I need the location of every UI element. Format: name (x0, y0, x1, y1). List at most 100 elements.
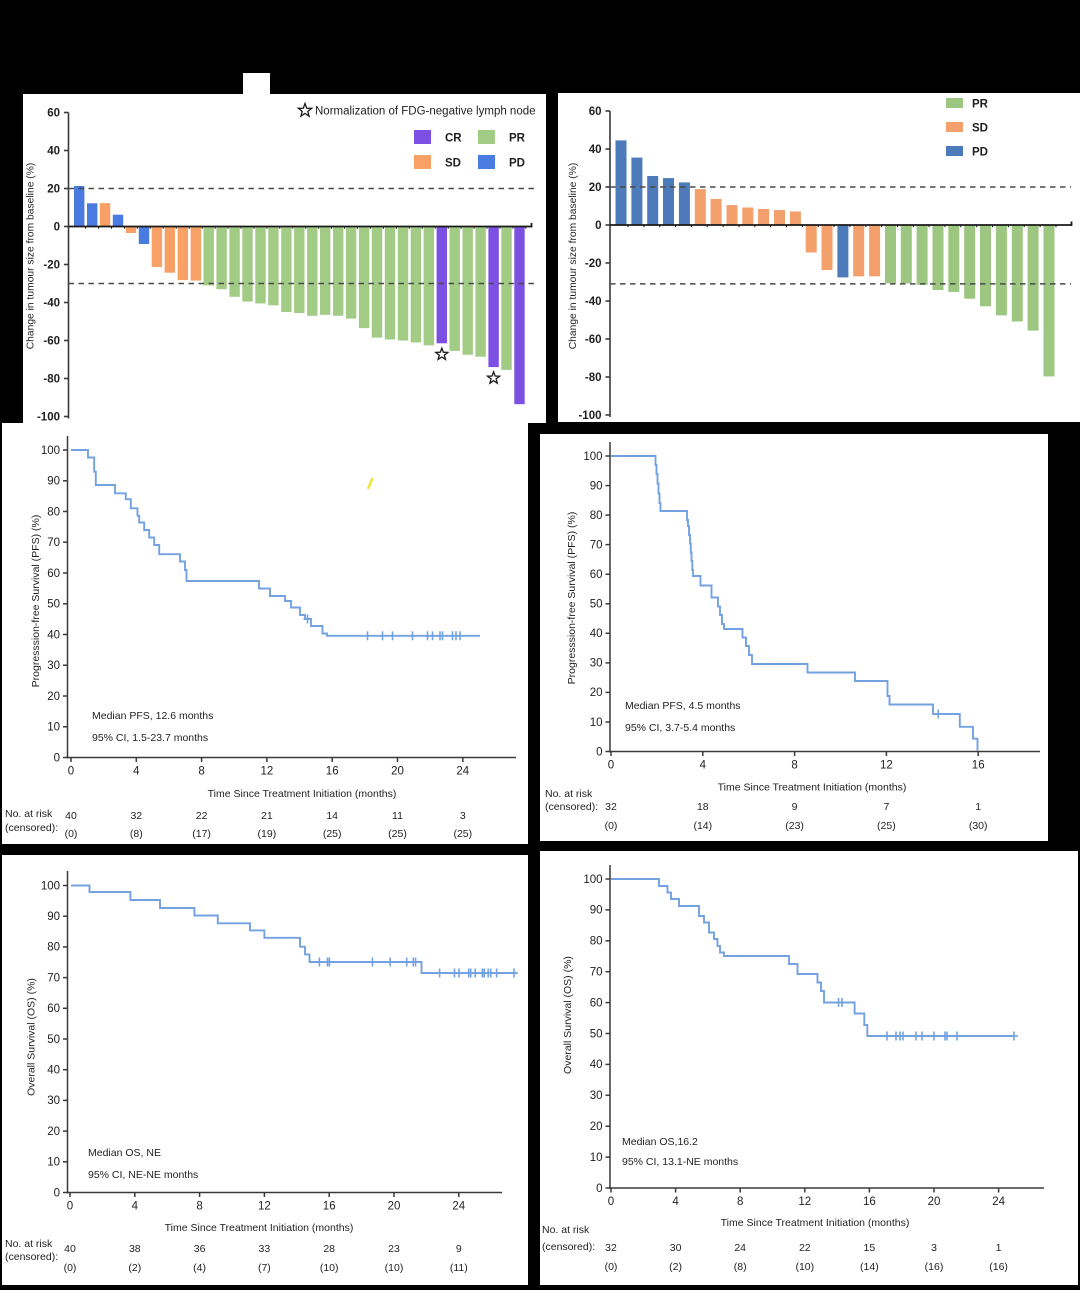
svg-text:33: 33 (259, 1243, 271, 1255)
svg-text:-20: -20 (585, 258, 602, 270)
svg-text:(16): (16) (989, 1261, 1008, 1273)
svg-text:20: 20 (47, 184, 60, 196)
svg-text:70: 70 (47, 537, 60, 549)
svg-text:12: 12 (798, 1196, 811, 1208)
svg-text:8: 8 (196, 1201, 202, 1213)
svg-text:(7): (7) (258, 1262, 271, 1274)
svg-text:22: 22 (799, 1242, 811, 1254)
svg-text:(16): (16) (925, 1261, 944, 1273)
svg-text:7: 7 (883, 801, 889, 813)
svg-text:36: 36 (194, 1243, 206, 1255)
svg-text:1: 1 (996, 1242, 1002, 1254)
svg-text:60: 60 (590, 569, 603, 581)
svg-text:80: 80 (590, 510, 603, 522)
svg-text:4: 4 (132, 1201, 139, 1213)
svg-text:90: 90 (590, 480, 603, 492)
svg-text:-20: -20 (43, 260, 60, 272)
svg-text:30: 30 (590, 658, 603, 670)
svg-text:10: 10 (47, 722, 60, 734)
svg-text:(censored):: (censored): (5, 1251, 58, 1263)
svg-text:20: 20 (47, 691, 60, 703)
svg-text:10: 10 (590, 1152, 603, 1164)
svg-text:PD: PD (972, 147, 988, 159)
svg-text:0: 0 (596, 746, 602, 758)
svg-text:18: 18 (697, 801, 709, 813)
svg-text:(2): (2) (669, 1261, 682, 1273)
svg-text:70: 70 (590, 967, 603, 979)
svg-text:(censored):: (censored): (545, 801, 598, 813)
svg-text:100: 100 (41, 880, 60, 892)
svg-text:15: 15 (864, 1242, 876, 1254)
svg-text:-60: -60 (43, 336, 60, 348)
svg-text:20: 20 (388, 1201, 401, 1213)
svg-text:0: 0 (54, 222, 60, 234)
svg-text:0: 0 (54, 1187, 60, 1199)
svg-text:95% CI, 1.5-23.7 months: 95% CI, 1.5-23.7 months (92, 732, 208, 744)
svg-text:38: 38 (129, 1243, 141, 1255)
svg-text:4: 4 (700, 760, 707, 772)
svg-text:3: 3 (460, 810, 466, 822)
svg-text:Progresssion-free Survival (PF: Progresssion-free Survival (PFS) (%) (566, 512, 578, 685)
svg-text:No. at risk: No. at risk (542, 1224, 590, 1236)
svg-text:(8): (8) (130, 828, 143, 840)
svg-text:30: 30 (590, 1090, 603, 1102)
svg-text:-40: -40 (43, 298, 60, 310)
svg-text:(10): (10) (385, 1262, 404, 1274)
svg-text:50: 50 (47, 599, 60, 611)
svg-text:Median OS,16.2: Median OS,16.2 (622, 1136, 698, 1148)
svg-text:0: 0 (68, 766, 74, 778)
svg-text:90: 90 (47, 476, 60, 488)
svg-text:32: 32 (605, 801, 617, 813)
svg-text:(2): (2) (128, 1262, 141, 1274)
svg-text:60: 60 (47, 568, 60, 580)
svg-text:(0): (0) (64, 1262, 77, 1274)
svg-text:90: 90 (590, 905, 603, 917)
svg-text:40: 40 (47, 1065, 60, 1077)
svg-text:20: 20 (47, 1126, 60, 1138)
svg-text:32: 32 (605, 1242, 617, 1254)
svg-text:28: 28 (323, 1243, 335, 1255)
svg-text:(10): (10) (795, 1261, 814, 1273)
svg-text:12: 12 (880, 760, 893, 772)
svg-text:No. at risk: No. at risk (545, 788, 593, 800)
svg-text:60: 60 (590, 997, 603, 1009)
svg-text:0: 0 (596, 1183, 602, 1195)
svg-text:0: 0 (608, 1196, 614, 1208)
svg-text:(17): (17) (192, 828, 211, 840)
svg-text:70: 70 (47, 972, 60, 984)
svg-text:(14): (14) (693, 820, 712, 832)
svg-text:22: 22 (196, 810, 208, 822)
svg-text:14: 14 (326, 810, 338, 822)
svg-text:32: 32 (130, 810, 142, 822)
svg-text:90: 90 (47, 911, 60, 923)
svg-text:Median PFS, 4.5 months: Median PFS, 4.5 months (625, 700, 741, 712)
svg-text:No. at risk: No. at risk (5, 1238, 53, 1250)
svg-text:11: 11 (392, 810, 403, 822)
svg-text:-80: -80 (43, 374, 60, 386)
svg-text:(25): (25) (877, 820, 896, 832)
svg-text:0: 0 (67, 1201, 73, 1213)
svg-text:PD: PD (509, 158, 525, 170)
svg-text:100: 100 (583, 451, 602, 463)
svg-text:(0): (0) (605, 1261, 618, 1273)
svg-text:24: 24 (734, 1242, 746, 1254)
svg-text:95% CI, 3.7-5.4 months: 95% CI, 3.7-5.4 months (625, 722, 735, 734)
svg-text:(25): (25) (388, 828, 407, 840)
svg-text:Overall Survival (OS) (%): Overall Survival (OS) (%) (26, 978, 38, 1096)
svg-text:(11): (11) (450, 1262, 468, 1274)
svg-text:-100: -100 (37, 412, 60, 424)
svg-text:(4): (4) (193, 1262, 206, 1274)
svg-text:80: 80 (47, 506, 60, 518)
svg-text:16: 16 (972, 760, 985, 772)
svg-text:(25): (25) (323, 828, 342, 840)
svg-text:24: 24 (456, 766, 469, 778)
svg-text:Change in tumour size from bas: Change in tumour size from baseline (%) (26, 163, 37, 350)
svg-text:PR: PR (972, 99, 989, 111)
svg-text:10: 10 (47, 1157, 60, 1169)
svg-text:Time Since Treatment Initiatio: Time Since Treatment Initiation (months) (208, 788, 397, 800)
svg-text:(19): (19) (258, 828, 277, 840)
svg-text:3: 3 (931, 1242, 937, 1254)
svg-text:Time Since Treatment Initiatio: Time Since Treatment Initiation (months) (718, 782, 907, 794)
svg-text:10: 10 (590, 717, 603, 729)
svg-text:9: 9 (792, 801, 798, 813)
